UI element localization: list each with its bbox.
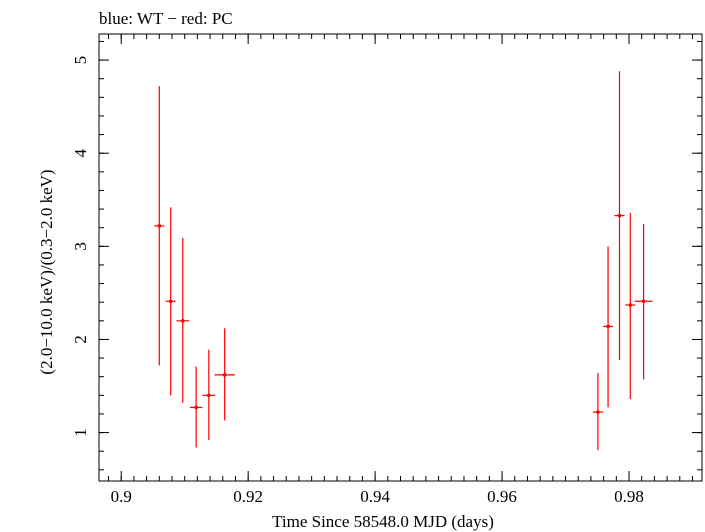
y-tick-label: 3 [71, 242, 90, 251]
data-series-pc [154, 71, 653, 451]
plot-frame [98, 33, 703, 482]
data-marker [194, 405, 198, 410]
data-point [614, 71, 625, 360]
y-tick-label: 1 [71, 428, 90, 437]
y-tick-label: 2 [71, 335, 90, 344]
data-marker [617, 213, 622, 218]
data-marker [641, 299, 646, 304]
data-marker [180, 319, 185, 323]
y-axis-label: (2.0−10.0 keV)/(0.3−2.0 keV) [37, 169, 56, 374]
data-point [189, 366, 203, 448]
data-point [154, 86, 165, 366]
x-tick-label: 0.92 [233, 487, 263, 506]
x-axis-label: Time Since 58548.0 MJD (days) [272, 512, 494, 531]
data-point [214, 328, 235, 421]
x-tick-label: 0.98 [614, 487, 644, 506]
y-tick-label: 4 [71, 148, 90, 157]
data-marker [157, 224, 162, 228]
data-marker [222, 373, 227, 377]
chart-title: blue: WT − red: PC [99, 9, 233, 28]
x-tick-label: 0.96 [487, 487, 517, 506]
data-point [634, 223, 653, 380]
data-marker [596, 410, 600, 414]
y-tick-label: 5 [71, 56, 90, 64]
data-point [165, 207, 176, 396]
x-axis: 0.9 0.92 0.94 0.96 0.98 [108, 34, 693, 506]
data-marker [207, 393, 211, 398]
data-marker [168, 299, 173, 304]
data-point [592, 372, 603, 451]
data-point [625, 212, 636, 400]
x-tick-label: 0.94 [360, 487, 390, 506]
data-point [176, 237, 190, 403]
y-axis: 1 2 3 4 5 [71, 40, 702, 471]
data-point [202, 349, 216, 441]
data-point [602, 246, 614, 408]
x-tick-label: 0.9 [111, 487, 132, 506]
data-marker [628, 303, 633, 307]
data-marker [606, 324, 610, 329]
